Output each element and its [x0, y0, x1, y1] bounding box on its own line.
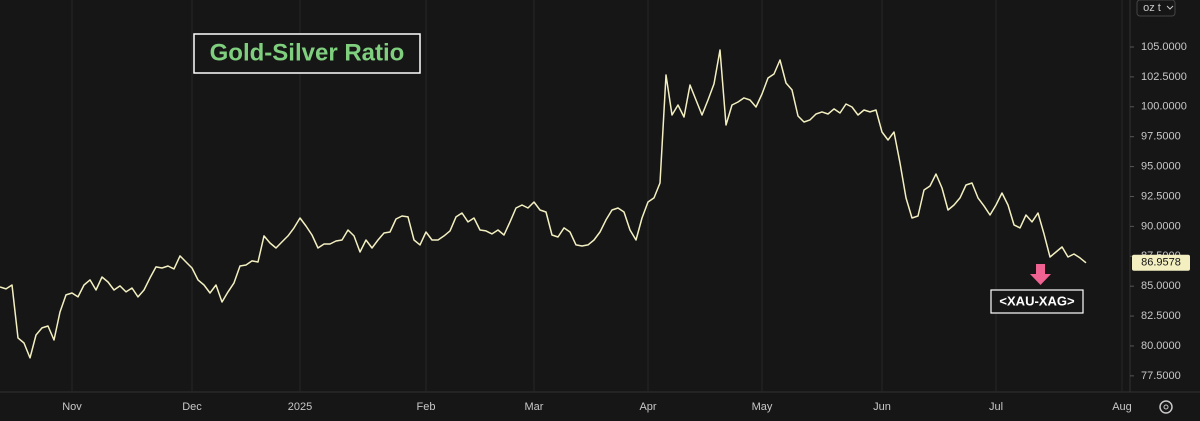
settings-gear-center[interactable] [1163, 404, 1169, 410]
last-price-box [1132, 254, 1190, 271]
y-tick-label: 85.0000 [1141, 280, 1181, 292]
x-tick-label: Feb [417, 401, 436, 413]
title-box [193, 33, 421, 74]
unit-button[interactable] [1136, 0, 1176, 17]
x-tick-label: 2025 [288, 401, 312, 413]
x-tick-label: May [752, 401, 773, 413]
x-tick-label: Dec [182, 401, 202, 413]
x-tick-label: Mar [525, 401, 544, 413]
grid [71, 0, 1123, 392]
y-tick-label: 95.0000 [1141, 160, 1181, 172]
legend-box [990, 289, 1084, 314]
settings-icon[interactable] [1159, 400, 1173, 414]
x-tick-label: Aug [1112, 401, 1132, 413]
last-price-label: 86.9578 [1141, 257, 1181, 269]
chart-title: Gold-Silver Ratio [210, 39, 405, 66]
y-tick-label: 80.0000 [1141, 340, 1181, 352]
y-tick-label: 90.0000 [1141, 220, 1181, 232]
y-tick-label: 102.5000 [1141, 71, 1187, 83]
series-line [0, 49, 1087, 359]
annotation-arrow [1030, 264, 1051, 285]
y-tick-label: 92.5000 [1141, 190, 1181, 202]
unit-chevron[interactable] [1166, 5, 1174, 10]
axis: 77.500080.000082.500085.000087.500090.00… [62, 41, 1190, 413]
y-tick-label: 97.5000 [1141, 131, 1181, 143]
y-tick-label: 105.0000 [1141, 41, 1187, 53]
y-tick-label: 82.5000 [1141, 310, 1181, 322]
y-tick-label: 100.0000 [1141, 101, 1187, 113]
y-tick-label: 77.5000 [1141, 370, 1181, 382]
x-tick-label: Jul [989, 401, 1003, 413]
plot [0, 49, 1087, 359]
x-tick-label: Apr [639, 401, 656, 413]
legend-label: <XAU-XAG> [999, 293, 1075, 308]
settings-gear[interactable] [1159, 400, 1173, 414]
x-tick-label: Jun [873, 401, 891, 413]
x-tick-label: Nov [62, 401, 82, 413]
unit-label[interactable]: oz t [1143, 2, 1161, 14]
